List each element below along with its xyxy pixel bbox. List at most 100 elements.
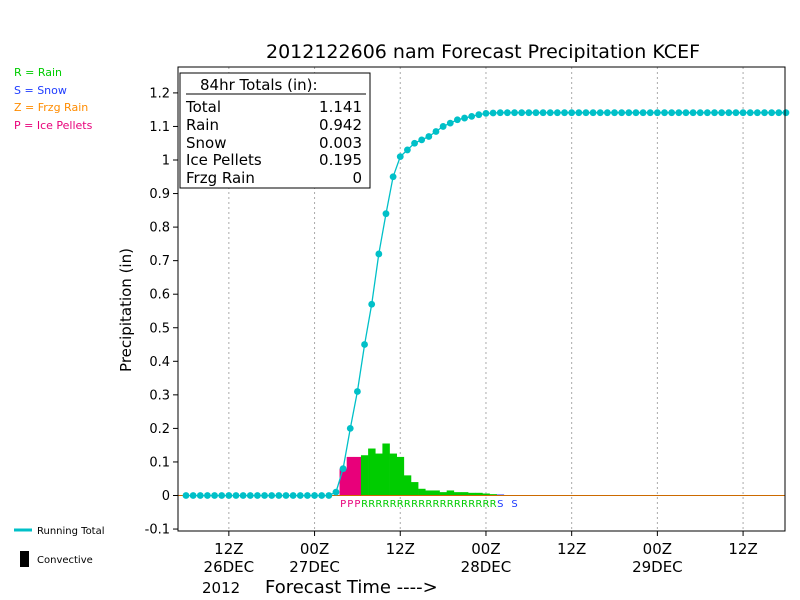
running-total-point	[204, 492, 211, 499]
precip-bar	[496, 494, 505, 496]
ptype-letter: P	[340, 499, 346, 510]
running-total-point	[396, 153, 404, 161]
precip-bar	[375, 453, 383, 496]
x-tick-date-label: 27DEC	[289, 558, 340, 576]
running-total-point	[768, 109, 776, 117]
running-total-point	[418, 136, 426, 144]
ptype-letter: R	[454, 499, 461, 510]
precip-bar	[403, 475, 412, 496]
totals-row-label: Rain	[186, 116, 219, 134]
running-total-point	[553, 109, 561, 117]
running-total-point	[561, 109, 568, 117]
running-total-point	[703, 109, 711, 117]
totals-row-label: Snow	[186, 134, 226, 152]
running-total-point	[661, 109, 668, 117]
running-total-point	[289, 492, 297, 499]
legend: R = Rain S = Snow Z = Frzg Rain P = Ice …	[14, 66, 93, 132]
running-total-point	[389, 173, 397, 181]
running-total-point	[496, 109, 504, 117]
ptype-letter: R	[490, 499, 497, 510]
running-total-point	[668, 109, 676, 117]
running-total-point	[582, 109, 590, 117]
ptype-letter: R	[461, 499, 468, 510]
ptype-letter: P	[347, 499, 353, 510]
running-total-point	[425, 133, 433, 140]
running-total-point	[725, 109, 733, 117]
y-tick-label: 0.8	[149, 221, 170, 236]
running-total-point	[589, 109, 597, 117]
running-total-point	[368, 300, 376, 308]
y-tick-label: 1.1	[149, 120, 170, 135]
precip-bar	[418, 488, 426, 496]
precip-bar	[425, 490, 433, 496]
running-total-point	[354, 388, 361, 395]
running-total-point	[404, 146, 411, 154]
running-total-point	[282, 492, 290, 499]
ptype-letter: R	[375, 499, 382, 510]
x-tick-label: 00Z	[300, 540, 329, 558]
precip-bar	[360, 455, 369, 496]
legend-item-rain: R = Rain	[14, 66, 62, 79]
ptype-letter: R	[482, 499, 489, 510]
plot-frame	[177, 66, 786, 532]
y-tick-label: 0.1	[149, 455, 170, 470]
running-total-point	[332, 488, 340, 496]
running-total-point	[189, 492, 197, 499]
x-tick-label: 12Z	[728, 540, 757, 558]
ptype-letter: R	[382, 499, 389, 510]
running-total-point	[782, 109, 790, 117]
ptype-letter: R	[418, 499, 425, 510]
running-total-point	[682, 109, 690, 117]
x-axis-label: Forecast Time ---->	[265, 577, 438, 598]
precip-bar	[446, 490, 455, 496]
precip-bar	[368, 448, 376, 496]
y-tick-label: 0.6	[149, 288, 170, 303]
precip-bar	[475, 492, 483, 496]
running-total-point	[361, 341, 368, 348]
ptype-letter: R	[432, 499, 439, 510]
running-total-point	[196, 492, 204, 499]
x-tick-label: 12Z	[386, 540, 415, 558]
ptype-letter: R	[397, 499, 404, 510]
totals-row-label: Ice Pellets	[186, 151, 262, 169]
running-total-point	[482, 109, 490, 117]
y-axis-label: Precipitation (in)	[117, 248, 135, 372]
totals-row-value: 0.195	[319, 151, 362, 169]
totals-row-value: 0.942	[319, 116, 362, 134]
precip-bar	[468, 492, 476, 496]
precip-bar	[382, 443, 390, 496]
running-total-point	[739, 109, 747, 117]
running-total-point	[461, 114, 468, 122]
running-total-point	[211, 492, 218, 499]
running-total-point	[346, 425, 354, 432]
running-total-point	[689, 109, 697, 117]
running-total-point	[375, 250, 383, 258]
legend-item-ice-pellets: P = Ice Pellets	[14, 119, 93, 132]
year-label: 2012	[202, 579, 240, 597]
precip-bar	[489, 494, 497, 496]
running-total-point	[296, 492, 304, 499]
totals-row-value: 1.141	[319, 98, 362, 116]
running-total-point	[475, 111, 483, 119]
ptype-letter: R	[425, 499, 432, 510]
y-tick-label: 0.5	[149, 321, 170, 336]
running-total-point	[532, 109, 540, 117]
running-total-point	[639, 109, 647, 117]
running-total-point	[275, 492, 283, 499]
chart-title: 2012122606 nam Forecast Precipitation KC…	[266, 41, 700, 63]
running-total-point	[453, 116, 461, 124]
running-total-point	[218, 492, 226, 499]
hourly-bars	[339, 443, 505, 496]
running-total-point	[246, 492, 254, 499]
precip-bar	[339, 468, 347, 496]
running-total-point	[761, 109, 768, 117]
ptype-letter: R	[404, 499, 411, 510]
running-total-point	[339, 465, 347, 473]
running-total-point	[646, 109, 654, 117]
precip-bar	[453, 492, 462, 496]
running-total-point	[618, 109, 626, 117]
running-total-point	[546, 109, 554, 117]
precip-bar	[482, 493, 490, 496]
